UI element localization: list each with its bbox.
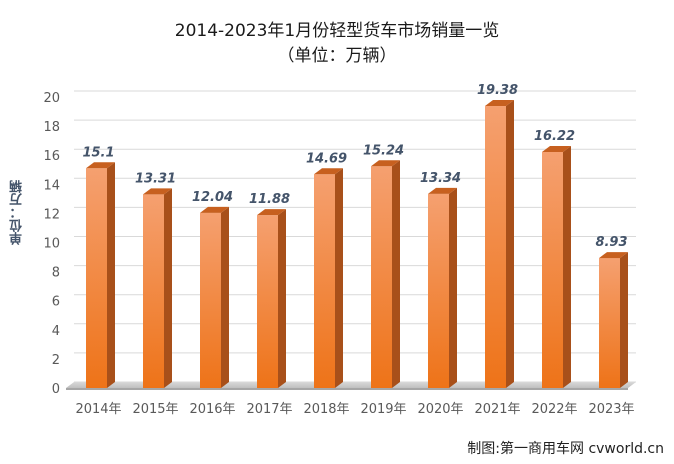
data-label: 11.88 [249,192,290,207]
bar-side [449,187,457,388]
chart-subtitle: （单位：万辆） [277,46,397,66]
x-tick-label: 2018年 [303,402,349,417]
bar-top [371,160,400,167]
bar-side [107,162,115,388]
bar [257,209,286,388]
y-tick-label: 12 [43,207,60,222]
x-tick-label: 2016年 [189,402,235,417]
bar-top [257,209,286,216]
data-label: 12.04 [192,190,233,205]
bar-top [86,162,115,169]
bar [86,162,115,388]
y-tick-label: 14 [43,178,60,193]
bars [86,100,628,389]
data-label: 15.24 [363,143,404,158]
bar-front [428,193,449,388]
bar [428,187,457,388]
bar [143,188,172,388]
bar-front [257,215,278,388]
y-tick-label: 18 [43,120,60,135]
data-label: 14.69 [306,151,347,166]
bar-side [506,100,514,389]
data-label: 19.38 [477,83,518,98]
bar-front [371,166,392,388]
x-tick-label: 2021年 [474,402,520,417]
bar-top [200,206,229,213]
bar-side [563,145,571,388]
bar-top [428,187,457,194]
y-tick-label: 6 [52,295,60,310]
x-tick-label: 2019年 [360,402,406,417]
data-labels: 15.1 13.31 12.04 11.88 14.69 15.24 13.34 19.38 1… [82,83,627,250]
y-tick-label: 16 [43,149,60,164]
bar-top [314,168,343,175]
floor-edge [66,388,628,390]
data-label: 13.34 [420,171,461,186]
bar [200,206,229,388]
watermark-credit: 制图:第一商用车网 cvworld.cn [467,441,664,457]
bar-side [335,168,343,388]
data-label: 8.93 [595,235,627,250]
bar [371,160,400,388]
bar-top [542,145,571,152]
y-tick-label: 2 [52,353,60,368]
bar-side [278,209,286,388]
bar-front [485,106,506,389]
y-tick-label: 10 [43,237,60,252]
bar-front [542,151,563,388]
x-tick-label: 2020年 [417,402,463,417]
bar-front [86,168,107,388]
x-tick-label: 2014年 [75,402,121,417]
bar-top [485,100,514,107]
bar [314,168,343,388]
bar-front [599,258,620,388]
bar-top [599,252,628,259]
bar [599,252,628,388]
y-tick-label: 4 [52,324,60,339]
bar-front [143,194,164,388]
data-label: 13.31 [135,171,176,186]
x-axis-ticks: 2014年 2015年 2016年 2017年 2018年 2019年 2020年 2021年… [75,402,634,417]
data-label: 15.1 [82,145,114,160]
bar [485,100,514,389]
bar-side [620,252,628,388]
bar [542,145,571,388]
bar-side [164,188,172,388]
bar-top [143,188,172,195]
bar-side [221,206,229,388]
y-tick-label: 8 [52,266,60,281]
chart-title: 2014-2023年1月份轻型货车市场销量一览 [174,21,500,41]
bar-front [200,212,221,388]
y-axis-ticks: 0 2 4 6 8 10 12 14 16 18 20 [43,91,60,397]
x-tick-label: 2015年 [132,402,178,417]
x-tick-label: 2022年 [531,402,577,417]
x-tick-label: 2023年 [588,402,634,417]
data-label: 16.22 [534,129,575,144]
bar-front [314,174,335,388]
y-tick-label: 20 [43,91,60,106]
x-tick-label: 2017年 [246,402,292,417]
y-tick-label: 0 [52,382,60,397]
bar-side [392,160,400,388]
